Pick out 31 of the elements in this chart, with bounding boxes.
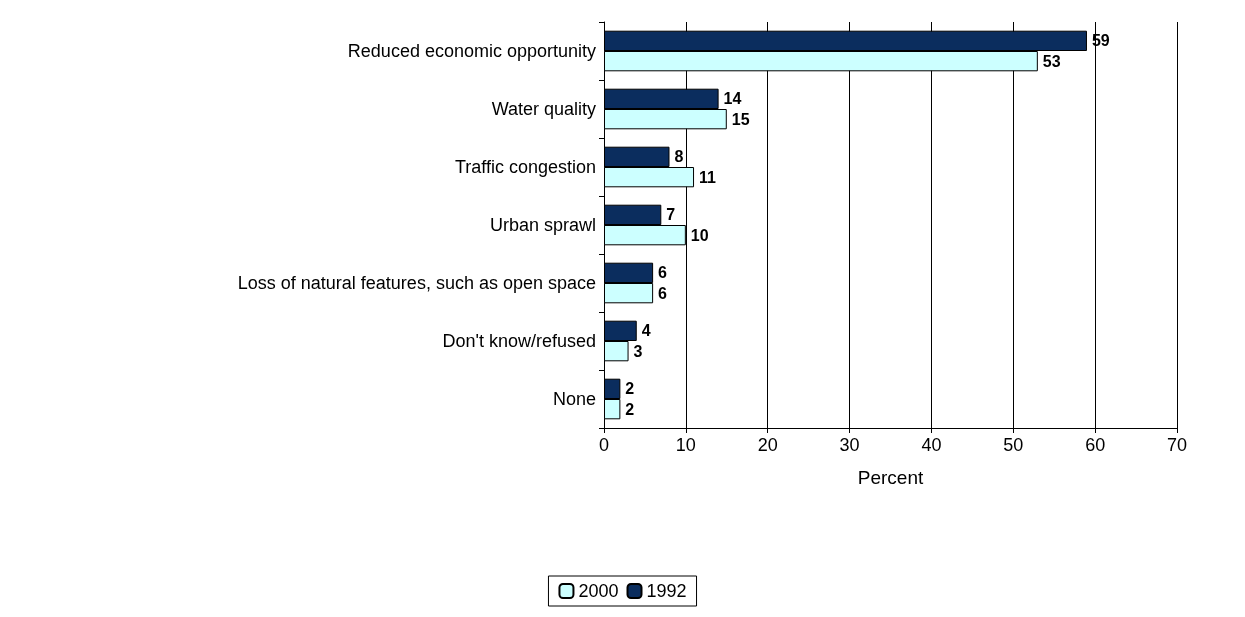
y-tick-label: None — [552, 389, 596, 409]
x-tick-label: 30 — [839, 435, 860, 455]
x-tick-label: 40 — [921, 435, 942, 455]
x-tick-label: 20 — [757, 435, 778, 455]
data-label: 2 — [625, 400, 635, 418]
x-tick-label: 0 — [598, 435, 610, 455]
data-label: 2 — [625, 380, 635, 398]
x-tick-label: 60 — [1085, 435, 1106, 455]
x-tick-label: 10 — [675, 435, 696, 455]
y-tick-label: Don't know/refused — [442, 331, 596, 351]
y-tick-label: Urban sprawl — [489, 215, 596, 235]
x-tick-label: 70 — [1166, 435, 1188, 455]
data-label: 4 — [641, 322, 651, 340]
data-label: 15 — [731, 110, 750, 128]
y-tick-label: Water quality — [491, 99, 596, 119]
y-tick-label: Reduced economic opportunity — [347, 41, 596, 61]
data-label: 7 — [666, 206, 676, 224]
data-label: 53 — [1042, 52, 1061, 70]
data-label: 11 — [699, 168, 717, 186]
data-label: 3 — [633, 342, 643, 360]
x-tick-label: 50 — [1003, 435, 1024, 455]
data-label: 6 — [658, 284, 668, 302]
x-axis-title: Percent — [857, 467, 924, 488]
data-label: 6 — [658, 264, 668, 282]
legend-label: 2000 — [578, 581, 619, 601]
data-label: 14 — [723, 90, 742, 108]
data-label: 10 — [690, 226, 709, 244]
y-tick-label: Traffic congestion — [454, 157, 596, 177]
y-tick-label: Loss of natural features, such as open space — [237, 273, 596, 293]
data-label: 8 — [674, 148, 684, 166]
legend-label: 1992 — [646, 581, 687, 601]
